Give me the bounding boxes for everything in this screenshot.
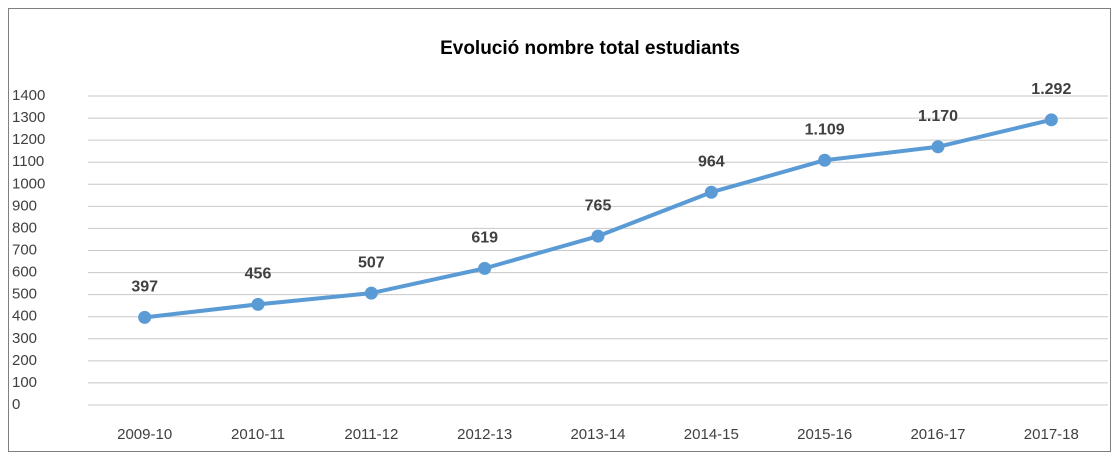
y-tick-label: 300 — [12, 330, 37, 347]
marker — [251, 297, 265, 311]
chart-title: Evolució nombre total estudiants — [440, 38, 740, 59]
marker — [138, 310, 152, 324]
x-tick-label: 2014-15 — [684, 426, 739, 443]
y-tick-label: 500 — [12, 286, 37, 303]
x-tick-label: 2010-11 — [231, 426, 285, 443]
x-tick-label: 2017-18 — [1024, 426, 1079, 443]
x-tick-label: 2009-10 — [117, 426, 172, 443]
marker — [478, 261, 492, 275]
y-tick-label: 1400 — [12, 87, 45, 104]
data-label: 619 — [471, 230, 498, 247]
y-tick-label: 600 — [12, 264, 37, 281]
marker — [591, 229, 605, 243]
marker — [704, 185, 718, 199]
marker — [1044, 113, 1058, 127]
x-tick-label: 2012-13 — [457, 426, 512, 443]
y-tick-label: 100 — [12, 374, 37, 391]
chart-border — [8, 8, 1111, 452]
data-label: 456 — [245, 266, 272, 283]
data-label: 1.170 — [918, 108, 958, 125]
y-tick-label: 200 — [12, 352, 37, 369]
data-label: 964 — [698, 153, 725, 170]
y-tick-label: 0 — [12, 396, 20, 413]
x-tick-label: 2013-14 — [570, 426, 625, 443]
data-label: 507 — [358, 254, 385, 271]
marker — [818, 153, 832, 167]
y-tick-label: 400 — [12, 308, 37, 325]
data-label: 1.292 — [1031, 81, 1071, 98]
y-tick-label: 700 — [12, 241, 37, 258]
y-tick-label: 1300 — [12, 109, 45, 126]
y-tick-label: 800 — [12, 219, 37, 236]
y-tick-label: 1200 — [12, 131, 45, 148]
y-tick-label: 1100 — [12, 153, 44, 170]
data-label: 397 — [131, 279, 158, 296]
x-tick-label: 2015-16 — [797, 426, 852, 443]
data-label: 1.109 — [805, 121, 845, 138]
marker — [364, 286, 378, 300]
x-tick-label: 2016-17 — [910, 426, 965, 443]
marker — [931, 140, 945, 154]
data-label: 765 — [585, 197, 612, 214]
y-tick-label: 900 — [12, 197, 37, 214]
y-tick-label: 1000 — [12, 175, 45, 192]
x-tick-label: 2011-12 — [344, 426, 398, 443]
